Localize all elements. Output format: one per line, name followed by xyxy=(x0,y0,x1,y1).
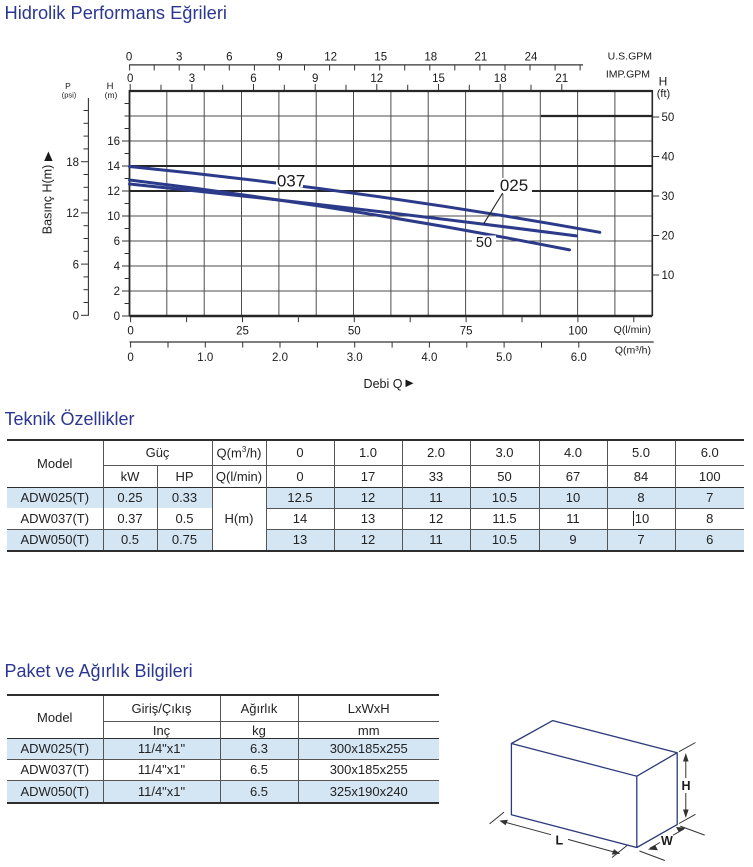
svg-text:24: 24 xyxy=(525,52,538,64)
svg-text:3: 3 xyxy=(189,73,195,85)
svg-text:4: 4 xyxy=(114,261,121,273)
svg-text:(psi): (psi) xyxy=(62,91,77,100)
svg-text:6.0: 6.0 xyxy=(571,352,587,364)
svg-text:Basınç H(m): Basınç H(m) xyxy=(41,165,55,234)
svg-text:6: 6 xyxy=(114,236,120,248)
svg-text:IMP.GPM: IMP.GPM xyxy=(606,69,650,81)
svg-text:18: 18 xyxy=(424,52,437,64)
svg-text:100: 100 xyxy=(568,326,587,338)
svg-text:(m): (m) xyxy=(105,90,118,100)
svg-text:30: 30 xyxy=(662,191,675,203)
svg-text:50: 50 xyxy=(476,235,492,251)
svg-text:H: H xyxy=(682,779,691,793)
svg-text:0: 0 xyxy=(127,352,133,364)
svg-text:12: 12 xyxy=(107,186,120,198)
svg-text:75: 75 xyxy=(460,326,473,338)
svg-text:9: 9 xyxy=(312,73,318,85)
svg-text:12: 12 xyxy=(324,52,337,64)
svg-text:10: 10 xyxy=(662,270,675,282)
svg-text:2: 2 xyxy=(114,286,120,298)
svg-text:Q(l/min): Q(l/min) xyxy=(614,324,651,336)
svg-text:L: L xyxy=(556,834,564,848)
svg-text:10: 10 xyxy=(107,211,120,223)
svg-text:H: H xyxy=(107,81,114,92)
svg-text:12: 12 xyxy=(370,73,383,85)
svg-text:6: 6 xyxy=(73,259,79,271)
svg-text:0: 0 xyxy=(127,73,133,85)
svg-text:14: 14 xyxy=(107,161,120,173)
svg-text:25: 25 xyxy=(236,326,249,338)
svg-text:15: 15 xyxy=(374,52,387,64)
svg-text:21: 21 xyxy=(475,52,488,64)
svg-text:1.0: 1.0 xyxy=(197,352,213,364)
svg-text:3.0: 3.0 xyxy=(347,352,363,364)
svg-text:0: 0 xyxy=(126,52,132,64)
svg-text:9: 9 xyxy=(276,52,282,64)
svg-text:(ft): (ft) xyxy=(657,88,670,100)
svg-text:P: P xyxy=(65,81,71,91)
svg-text:50: 50 xyxy=(662,112,675,124)
svg-text:6: 6 xyxy=(250,73,256,85)
svg-text:0: 0 xyxy=(114,311,120,323)
svg-text:40: 40 xyxy=(662,152,675,164)
svg-text:18: 18 xyxy=(494,73,507,85)
svg-text:6: 6 xyxy=(226,52,232,64)
svg-text:16: 16 xyxy=(107,136,120,148)
svg-text:4.0: 4.0 xyxy=(421,352,437,364)
svg-text:Debi Q: Debi Q xyxy=(364,377,403,391)
svg-text:21: 21 xyxy=(555,73,568,85)
svg-text:0: 0 xyxy=(73,311,79,323)
svg-text:18: 18 xyxy=(66,157,79,169)
svg-text:037: 037 xyxy=(277,172,305,191)
svg-text:20: 20 xyxy=(662,231,675,243)
svg-text:Q(m³/h): Q(m³/h) xyxy=(615,345,651,357)
svg-text:50: 50 xyxy=(348,326,361,338)
svg-text:15: 15 xyxy=(432,73,445,85)
svg-text:12: 12 xyxy=(66,208,79,220)
svg-text:W: W xyxy=(661,834,673,848)
svg-text:H: H xyxy=(659,75,668,89)
svg-text:0: 0 xyxy=(127,326,133,338)
svg-text:5.0: 5.0 xyxy=(496,352,512,364)
svg-text:U.S.GPM: U.S.GPM xyxy=(608,51,652,63)
svg-text:2.0: 2.0 xyxy=(272,352,288,364)
svg-text:025: 025 xyxy=(500,176,528,195)
svg-text:3: 3 xyxy=(176,52,182,64)
